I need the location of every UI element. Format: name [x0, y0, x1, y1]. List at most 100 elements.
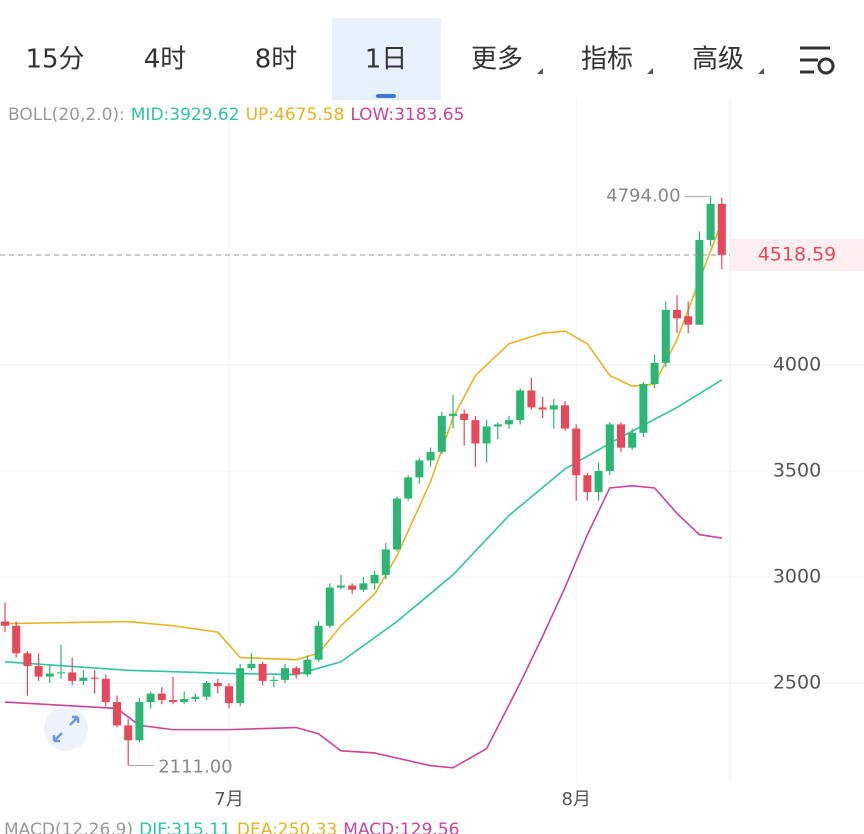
candle-body — [191, 696, 200, 699]
boll-line — [4, 485, 722, 769]
last-price-label: 4518.59 — [758, 244, 837, 266]
candle-body — [706, 203, 715, 240]
expand-icon — [52, 715, 80, 743]
y-tick-label: 4000 — [773, 353, 821, 375]
tab[interactable]: 指标 — [581, 45, 633, 75]
indicator-label: MID:3929.62 — [131, 105, 240, 125]
candle-body — [247, 663, 256, 669]
candle-body — [292, 668, 301, 675]
candle-body — [617, 424, 625, 448]
candle-body — [34, 666, 43, 677]
candle-body — [538, 407, 547, 410]
candle-body — [1, 621, 9, 626]
settings-icon[interactable] — [800, 46, 835, 75]
candle-body — [561, 405, 569, 429]
candle-body — [157, 693, 166, 700]
tab[interactable]: 1日 — [365, 45, 408, 75]
candle-body — [359, 583, 368, 590]
candle-body — [381, 549, 390, 575]
tab[interactable]: 高级 — [692, 45, 744, 75]
candle-body — [482, 426, 491, 444]
candle-body — [650, 362, 659, 385]
x-tick-label: 7月 — [214, 789, 243, 810]
candle-body — [516, 390, 525, 421]
candle-body — [605, 424, 614, 471]
selected-tab-bg — [332, 18, 441, 100]
candle-body — [45, 673, 54, 677]
indicator-label: UP:4675.58 — [246, 105, 345, 125]
candle-body — [225, 686, 233, 704]
candle-body — [449, 413, 457, 416]
indicator-label: LOW:3183.65 — [350, 105, 464, 125]
y-tick-label: 2500 — [773, 671, 821, 693]
candle-body — [23, 653, 32, 667]
candle-body — [146, 693, 155, 703]
y-tick-label: 3000 — [773, 565, 821, 587]
candle-body — [639, 384, 648, 433]
candle-body — [415, 460, 424, 478]
candle-body — [337, 585, 345, 588]
candle-body — [493, 424, 502, 427]
expand-button[interactable] — [44, 707, 88, 751]
tab[interactable]: 8时 — [255, 45, 298, 75]
candle-body — [527, 390, 536, 408]
candle-body — [628, 432, 637, 448]
candle-body — [124, 725, 133, 741]
candle-body — [213, 682, 222, 687]
candle-body — [314, 625, 323, 660]
macd-legend: MACD(12,26,9) — [4, 820, 133, 834]
candle-body — [68, 672, 77, 681]
candle-body — [180, 698, 189, 703]
tab[interactable]: 15分 — [25, 45, 84, 75]
candle-body — [393, 498, 401, 550]
high-label: 4794.00 — [606, 186, 680, 207]
candle-body — [549, 405, 558, 410]
candle-body — [57, 672, 65, 674]
candle-body — [695, 239, 704, 325]
candle-body — [370, 574, 379, 584]
last-price-bg — [731, 239, 864, 272]
tab-dropdown — [647, 68, 653, 74]
candle-body — [505, 420, 513, 425]
y-tick-label: 3500 — [773, 459, 821, 481]
candle-body — [673, 309, 681, 319]
selected-tab-indicator — [376, 94, 396, 98]
macd-legend: DIF:315.11 — [139, 820, 231, 834]
tab[interactable]: 更多 — [471, 45, 523, 75]
candle-body — [101, 678, 110, 703]
candle-body — [169, 699, 177, 703]
candle-body — [594, 470, 603, 493]
candle-body — [135, 702, 144, 741]
candle-body — [269, 679, 278, 681]
candle-body — [303, 659, 312, 675]
candle-body — [202, 682, 211, 697]
macd-legend: DEA:250.33 — [237, 820, 337, 834]
candle-body — [426, 451, 435, 461]
candle-body — [258, 663, 267, 681]
candle-body — [325, 587, 334, 626]
candle-body — [437, 415, 446, 452]
candle-body — [79, 677, 88, 681]
candle-body — [460, 413, 469, 421]
tab-dropdown — [758, 68, 764, 74]
candle-body — [90, 677, 99, 679]
candle-body — [113, 702, 121, 726]
indicator-label: BOLL(20,2.0): — [8, 105, 125, 125]
candle-body — [471, 420, 480, 444]
candle-body — [583, 475, 592, 493]
candle-body — [684, 316, 693, 325]
low-label: 2111.00 — [158, 756, 232, 777]
candle-body — [661, 309, 670, 363]
candle-body — [572, 428, 581, 476]
candle-body — [404, 477, 413, 499]
candle-body — [236, 668, 245, 704]
candle-body — [281, 668, 289, 680]
tab-dropdown — [537, 68, 543, 74]
tab[interactable]: 4时 — [144, 45, 187, 75]
candle-body — [12, 625, 21, 654]
boll-line — [4, 379, 723, 676]
macd-legend: MACD:129.56 — [343, 820, 459, 834]
x-tick-label: 8月 — [561, 789, 590, 810]
